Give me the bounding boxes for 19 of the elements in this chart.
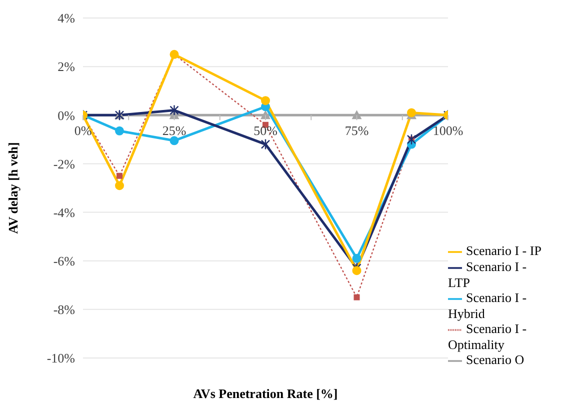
y-tick-label: -6% bbox=[53, 253, 76, 268]
legend-label: Scenario I - Hybrid bbox=[448, 290, 527, 321]
legend-label: Scenario I - Optimality bbox=[448, 320, 527, 352]
x-tick-label: 50% bbox=[254, 123, 278, 138]
x-tick-label: 100% bbox=[432, 123, 464, 138]
y-tick-label: 2% bbox=[58, 59, 76, 74]
legend-label: Scenario O bbox=[466, 352, 524, 367]
y-tick-label: 4% bbox=[58, 10, 76, 26]
y-tick-label: -4% bbox=[53, 204, 76, 220]
y-tick-label: -10% bbox=[46, 350, 76, 366]
x-tick-label: 75% bbox=[344, 123, 369, 138]
x-axis-title: AVs Penetration Rate [%] bbox=[193, 386, 338, 401]
legend-label: Scenario I - IP bbox=[466, 242, 542, 258]
y-axis-title: AV delay [h veh] bbox=[6, 142, 21, 234]
legend-label: Scenario I - LTP bbox=[448, 258, 527, 290]
y-tick-label: -8% bbox=[53, 302, 76, 318]
y-tick-label: -2% bbox=[53, 156, 76, 172]
y-tick-label: 0% bbox=[58, 108, 76, 123]
x-tick-label: 25% bbox=[162, 123, 186, 138]
